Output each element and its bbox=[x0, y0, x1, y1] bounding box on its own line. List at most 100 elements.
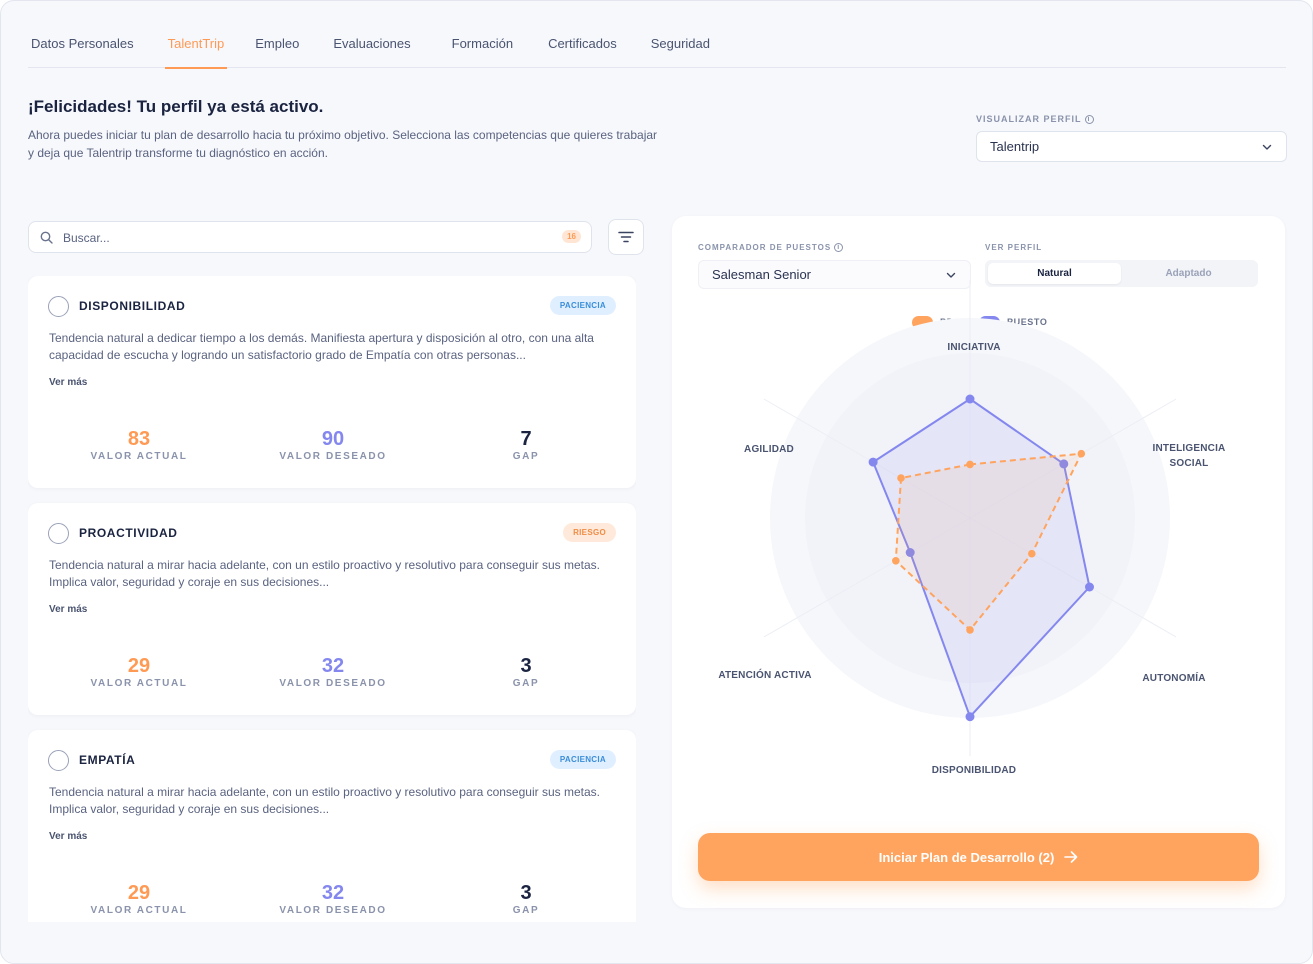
search-input[interactable] bbox=[63, 228, 503, 248]
gap-value: 3 bbox=[520, 655, 532, 677]
series-puesto-point-3 bbox=[965, 712, 975, 722]
actual-value: 29 bbox=[127, 655, 151, 677]
filter-button[interactable] bbox=[608, 219, 644, 255]
radar-axis-line bbox=[763, 398, 971, 519]
actual-label: VALOR ACTUAL bbox=[90, 905, 188, 916]
view-mode-label: VER PERFIL bbox=[985, 243, 1043, 252]
job-comparator-value: Salesman Senior bbox=[712, 267, 811, 282]
gap-label: GAP bbox=[512, 905, 540, 916]
competency-card: EMPATÍA PACIENCIA Tendencia natural a mira… bbox=[28, 730, 636, 922]
metric-desired: 32 VALOR DESEADO bbox=[263, 881, 403, 916]
series-pda-point-3 bbox=[966, 626, 974, 634]
search-box: 16 bbox=[28, 221, 592, 253]
competency-description: Tendencia natural a dedicar tiempo a los… bbox=[49, 331, 594, 362]
tab-formacion[interactable]: Formación bbox=[451, 36, 514, 51]
metric-desired: 90 VALOR DESEADO bbox=[263, 427, 403, 462]
axis-label-inteligencia-social: INTELIGENCIA SOCIAL bbox=[1144, 441, 1234, 471]
info-icon[interactable]: i bbox=[834, 243, 844, 253]
select-radio[interactable] bbox=[48, 750, 69, 771]
competency-card: DISPONIBILIDAD PACIENCIA Tendencia natural… bbox=[28, 276, 636, 488]
start-development-plan-button[interactable]: Iniciar Plan de Desarrollo (2) bbox=[698, 833, 1259, 881]
gap-label: GAP bbox=[512, 451, 540, 462]
axis-label-atencion-activa: ATENCIÓN ACTIVA bbox=[718, 670, 812, 681]
axis-label-agilidad: AGILIDAD bbox=[744, 444, 794, 455]
info-icon[interactable]: i bbox=[1084, 115, 1094, 125]
chevron-down-icon bbox=[1262, 144, 1272, 150]
desired-label: VALOR DESEADO bbox=[279, 905, 387, 916]
metric-gap: 3 GAP bbox=[456, 881, 596, 916]
metric-gap: 3 GAP bbox=[456, 654, 596, 689]
desired-value: 32 bbox=[321, 882, 345, 904]
tab-talenttrip[interactable]: TalentTrip bbox=[164, 25, 227, 69]
profile-tabs: Datos Personales TalentTrip Empleo Evaluaci… bbox=[28, 25, 1286, 69]
radar-axis-line bbox=[763, 517, 971, 638]
competency-badge: RIESGO bbox=[563, 523, 616, 542]
arrow-right-icon bbox=[1064, 851, 1078, 863]
axis-label-disponibilidad: DISPONIBILIDAD bbox=[931, 765, 1017, 776]
legend-label-puesto: PUESTO bbox=[1007, 317, 1048, 327]
series-puesto-point-2 bbox=[1085, 582, 1094, 592]
desired-label: VALOR DESEADO bbox=[279, 678, 387, 689]
actual-label: VALOR ACTUAL bbox=[90, 678, 188, 689]
series-pda-point-4 bbox=[892, 557, 900, 565]
gap-value: 3 bbox=[520, 882, 532, 904]
competency-name: EMPATÍA bbox=[79, 753, 136, 767]
series-pda-point-5 bbox=[897, 474, 905, 482]
metric-gap: 7 GAP bbox=[456, 427, 596, 462]
desired-value: 32 bbox=[321, 655, 345, 677]
competency-list: DISPONIBILIDAD PACIENCIA Tendencia natural… bbox=[28, 276, 636, 922]
actual-label: VALOR ACTUAL bbox=[90, 451, 188, 462]
see-more-link[interactable]: Ver más bbox=[49, 831, 88, 842]
page-description: Ahora puedes iniciar tu plan de desarrol… bbox=[28, 128, 658, 160]
view-profile-label: VISUALIZAR PERFIL i bbox=[976, 114, 1094, 125]
comparator-label-text: COMPARADOR DE PUESTOS bbox=[698, 243, 832, 252]
chevron-down-icon bbox=[946, 272, 956, 278]
competency-description: Tendencia natural a mirar hacia adelante… bbox=[49, 785, 600, 816]
metric-actual: 83 VALOR ACTUAL bbox=[69, 427, 209, 462]
series-puesto-point-1 bbox=[1059, 459, 1069, 469]
series-puesto-point-0 bbox=[965, 394, 975, 404]
series-pda-point-2 bbox=[1028, 549, 1036, 558]
metric-desired: 32 VALOR DESEADO bbox=[263, 654, 403, 689]
tab-seguridad[interactable]: Seguridad bbox=[650, 36, 710, 51]
competency-card: PROACTIVIDAD RIESGO Tendencia natural a mi… bbox=[28, 503, 636, 715]
competency-badge: PACIENCIA bbox=[549, 296, 616, 315]
series-pda-point-0 bbox=[966, 460, 974, 469]
view-mode-natural[interactable]: Natural bbox=[988, 263, 1121, 284]
desired-label: VALOR DESEADO bbox=[279, 451, 387, 462]
tab-certificados[interactable]: Certificados bbox=[548, 36, 617, 51]
competency-description: Tendencia natural a mirar hacia adelante… bbox=[49, 558, 600, 589]
see-more-link[interactable]: Ver más bbox=[49, 604, 88, 615]
axis-label-autonomia: AUTONOMÍA bbox=[1142, 673, 1206, 684]
series-puesto-point-5 bbox=[868, 457, 878, 467]
view-mode-adaptado[interactable]: Adaptado bbox=[1165, 268, 1212, 279]
page-title: ¡Felicidades! Tu perfil ya está activo. bbox=[28, 97, 324, 116]
results-count-badge: 16 bbox=[562, 230, 581, 243]
tab-evaluaciones[interactable]: Evaluaciones bbox=[333, 36, 411, 51]
job-comparator-select[interactable]: Salesman Senior bbox=[698, 260, 971, 289]
view-profile-select[interactable]: Talentrip bbox=[976, 131, 1287, 162]
filter-icon bbox=[618, 231, 634, 243]
competency-name: PROACTIVIDAD bbox=[79, 526, 178, 540]
select-radio[interactable] bbox=[48, 523, 69, 544]
axis-label-iniciativa: INICIATIVA bbox=[947, 342, 1001, 353]
view-profile-label-text: VISUALIZAR PERFIL bbox=[976, 114, 1082, 124]
see-more-link[interactable]: Ver más bbox=[49, 377, 88, 388]
competency-badge: PACIENCIA bbox=[549, 750, 616, 769]
tab-empleo[interactable]: Empleo bbox=[255, 36, 300, 51]
search-icon bbox=[40, 231, 53, 244]
radar-chart bbox=[763, 280, 1177, 756]
metric-actual: 29 VALOR ACTUAL bbox=[69, 881, 209, 916]
competency-name: DISPONIBILIDAD bbox=[79, 299, 186, 313]
view-profile-value: Talentrip bbox=[990, 139, 1040, 154]
axis-label-inteligencia-social-text: INTELIGENCIA SOCIAL bbox=[1152, 443, 1226, 469]
tab-datos-personales[interactable]: Datos Personales bbox=[31, 36, 134, 51]
actual-value: 29 bbox=[127, 882, 151, 904]
select-radio[interactable] bbox=[48, 296, 69, 317]
radar-axis-line bbox=[969, 398, 1177, 519]
comparison-panel: COMPARADOR DE PUESTOS i Salesman Senior V… bbox=[672, 216, 1285, 908]
series-puesto-point-4 bbox=[905, 548, 915, 557]
gap-value: 7 bbox=[520, 428, 532, 450]
series-pda-point-1 bbox=[1077, 449, 1086, 458]
